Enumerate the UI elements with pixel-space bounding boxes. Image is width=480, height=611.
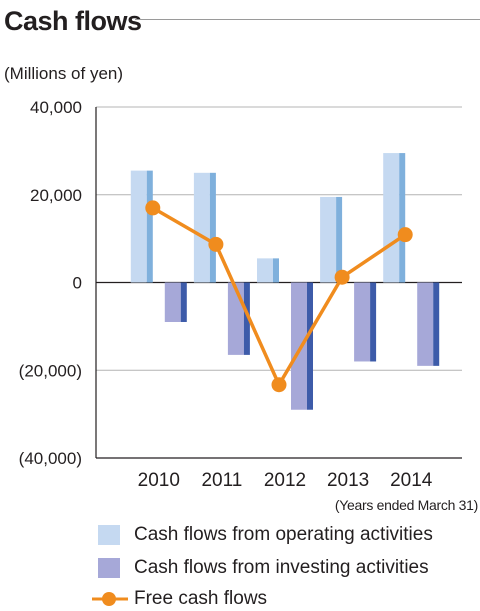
bar-operating-side: [399, 153, 406, 283]
bar-investing-side: [370, 282, 377, 362]
x-tick-label: 2014: [390, 470, 433, 491]
legend-item-operating: Cash flows from operating activities: [92, 523, 433, 547]
bar-operating-side: [209, 172, 216, 283]
free-cash-flow-point: [271, 377, 287, 393]
bar-investing: [227, 282, 244, 355]
bar-investing-side: [243, 282, 250, 355]
x-tick-label: 2011: [201, 470, 242, 491]
bar-investing-side: [180, 282, 187, 322]
y-tick-label: 20,000: [30, 186, 82, 205]
chart-title: Cash flows: [4, 6, 142, 36]
y-tick-label: 40,000: [30, 98, 82, 117]
free-cash-flow-point: [145, 200, 161, 216]
bar-operating-side: [273, 258, 279, 283]
bar-investing-side: [433, 282, 440, 366]
y-tick-label: 0: [73, 274, 82, 293]
bar-investing: [417, 282, 434, 366]
bar-operating: [257, 258, 273, 283]
legend-item-free: Free cash flows: [92, 587, 267, 611]
y-tick-label: (40,000): [19, 449, 82, 468]
free-cash-flow-point: [334, 269, 350, 285]
legend-swatch-operating: [98, 525, 120, 545]
legend-label-free: Free cash flows: [134, 588, 268, 609]
free-cash-flow-point: [208, 236, 224, 252]
bar-operating: [193, 172, 210, 283]
x-tick-label: 2013: [327, 470, 369, 491]
bar-operating: [383, 153, 400, 283]
bar-operating-side: [336, 196, 343, 283]
legend-free-marker: [102, 592, 116, 606]
x-tick-label: 2010: [138, 470, 180, 491]
bar-operating-side: [146, 170, 153, 283]
cash-flows-chart: (40,000) (20,000) 0 20,000 40,000 2010 2011 201…: [19, 98, 462, 491]
legend-swatch-investing: [98, 558, 120, 578]
bar-investing: [164, 282, 181, 322]
bar-investing: [291, 282, 307, 410]
bar-investing: [354, 282, 371, 362]
bar-investing-side: [307, 282, 313, 410]
x-axis-note: (Years ended March 31): [334, 497, 478, 513]
units-label: (Millions of yen): [4, 64, 124, 83]
legend-swatch-free: [92, 592, 128, 606]
title-divider: [135, 19, 480, 20]
legend-label-operating: Cash flows from operating activities: [134, 524, 433, 545]
legend-item-investing: Cash flows from investing activities: [92, 556, 429, 580]
bar-operating: [130, 170, 147, 283]
y-tick-label: (20,000): [19, 361, 82, 380]
legend-label-investing: Cash flows from investing activities: [134, 557, 429, 578]
x-tick-label: 2012: [264, 470, 306, 491]
bar-operating: [320, 196, 337, 283]
free-cash-flow-point: [397, 227, 413, 243]
